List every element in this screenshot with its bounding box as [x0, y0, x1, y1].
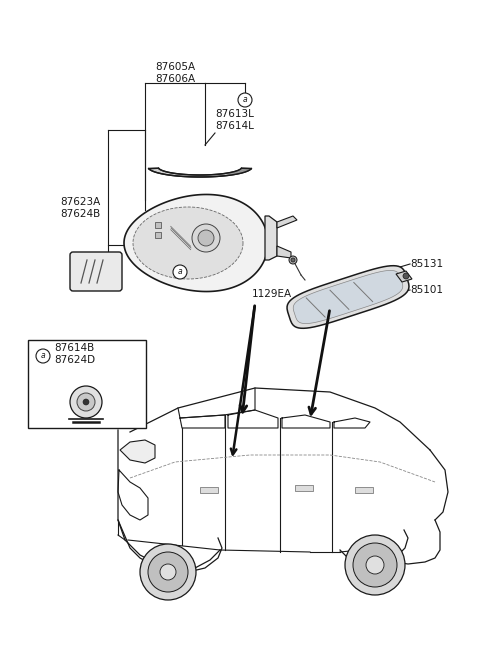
Circle shape — [366, 556, 384, 574]
Text: 1129EA: 1129EA — [252, 289, 292, 299]
Polygon shape — [133, 207, 243, 279]
Circle shape — [173, 265, 187, 279]
Polygon shape — [120, 440, 155, 463]
Circle shape — [238, 93, 252, 107]
Polygon shape — [287, 266, 409, 328]
Circle shape — [160, 564, 176, 580]
Text: a: a — [243, 96, 247, 105]
Circle shape — [70, 386, 102, 418]
Circle shape — [289, 256, 297, 264]
Text: 87614B
87624D: 87614B 87624D — [54, 343, 95, 365]
Polygon shape — [149, 168, 252, 177]
Circle shape — [83, 399, 89, 405]
Polygon shape — [265, 216, 277, 260]
Text: a: a — [178, 267, 182, 276]
FancyBboxPatch shape — [70, 252, 122, 291]
Polygon shape — [124, 195, 268, 291]
Circle shape — [345, 535, 405, 595]
Circle shape — [148, 552, 188, 592]
Circle shape — [353, 543, 397, 587]
Text: a: a — [41, 352, 45, 360]
Text: 87605A
87606A: 87605A 87606A — [155, 62, 195, 84]
Polygon shape — [396, 271, 412, 282]
Bar — [28, 340, 146, 428]
Polygon shape — [225, 168, 252, 175]
Bar — [155, 222, 161, 228]
Polygon shape — [293, 271, 403, 324]
Bar — [155, 232, 161, 238]
Bar — [295, 485, 313, 491]
Text: 85131: 85131 — [410, 259, 443, 269]
Bar — [355, 487, 373, 493]
Polygon shape — [277, 216, 297, 228]
Polygon shape — [277, 246, 291, 258]
Circle shape — [192, 224, 220, 252]
Text: 87613L
87614L: 87613L 87614L — [215, 109, 254, 131]
Circle shape — [291, 258, 295, 262]
Circle shape — [403, 273, 409, 279]
Circle shape — [77, 393, 95, 411]
Bar — [200, 487, 218, 493]
Circle shape — [36, 349, 50, 363]
Text: 87623A
87624B: 87623A 87624B — [60, 196, 100, 219]
Circle shape — [198, 230, 214, 246]
Text: 85101: 85101 — [410, 285, 443, 295]
Circle shape — [140, 544, 196, 600]
